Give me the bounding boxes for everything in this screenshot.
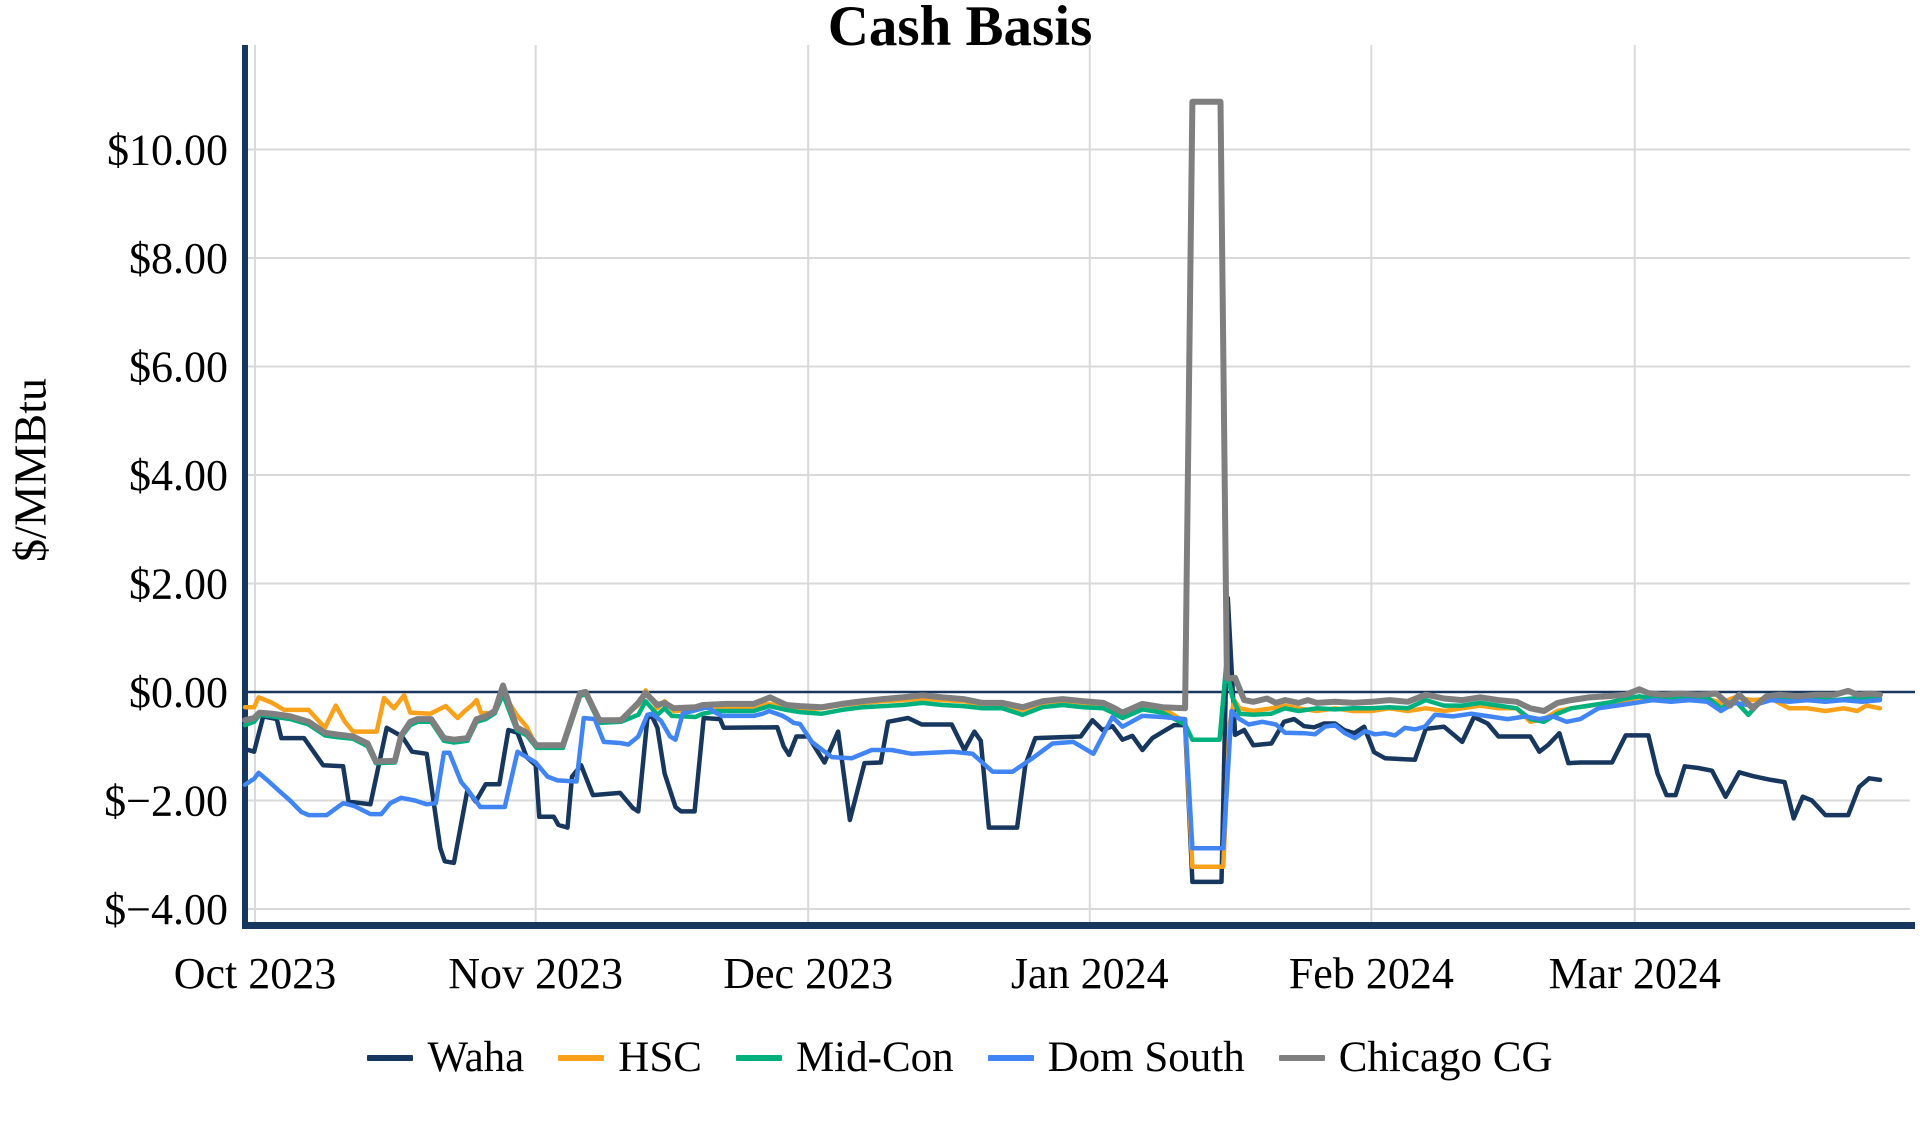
legend-label-hsc: HSC: [618, 1034, 702, 1081]
legend-item-chicago-cg[interactable]: Chicago CG: [1278, 1034, 1553, 1081]
legend-item-mid-con[interactable]: Mid-Con: [735, 1034, 954, 1081]
series-line-waha[interactable]: [242, 595, 1883, 885]
x-axis-line: [242, 922, 1915, 929]
legend-label-chicago-cg: Chicago CG: [1338, 1034, 1553, 1081]
legend-swatch-waha: [367, 1054, 414, 1061]
y-tick-label: $−2.00: [104, 777, 228, 826]
y-tick-label: $8.00: [129, 234, 228, 283]
legend-label-dom-south: Dom South: [1047, 1034, 1245, 1081]
x-tick-label: Feb 2024: [1289, 949, 1454, 998]
legend-swatch-mid-con: [735, 1054, 782, 1061]
legend-item-dom-south[interactable]: Dom South: [987, 1034, 1245, 1081]
y-tick-label: $2.00: [129, 560, 228, 609]
x-tick-label: Dec 2023: [723, 949, 893, 998]
x-tick-label: Mar 2024: [1549, 949, 1721, 998]
legend-swatch-chicago-cg: [1278, 1054, 1325, 1061]
legend-item-hsc[interactable]: HSC: [558, 1036, 702, 1079]
legend-label-waha: Waha: [427, 1034, 525, 1081]
x-tick-label: Oct 2023: [174, 949, 337, 998]
legend-item-waha[interactable]: Waha: [367, 1036, 524, 1079]
y-tick-label: $4.00: [129, 451, 228, 500]
series-line-chicago-cg[interactable]: [242, 98, 1883, 765]
x-tick-label: Jan 2024: [1011, 949, 1169, 998]
y-tick-label: $10.00: [107, 126, 228, 175]
series-line-dom-south[interactable]: [242, 697, 1883, 851]
legend-swatch-hsc: [558, 1054, 605, 1061]
legend-swatch-dom-south: [987, 1054, 1034, 1061]
chart-legend: Waha HSC Mid-Con Dom South Chicago CG: [0, 1036, 1920, 1079]
y-tick-label: $0.00: [129, 668, 228, 717]
x-tick-label: Nov 2023: [448, 949, 623, 998]
chart-title: Cash Basis: [827, 0, 1093, 58]
y-tick-label: $−4.00: [104, 885, 228, 934]
y-axis-line: [242, 45, 248, 929]
y-tick-label: $6.00: [129, 343, 228, 392]
legend-label-mid-con: Mid-Con: [795, 1034, 954, 1081]
